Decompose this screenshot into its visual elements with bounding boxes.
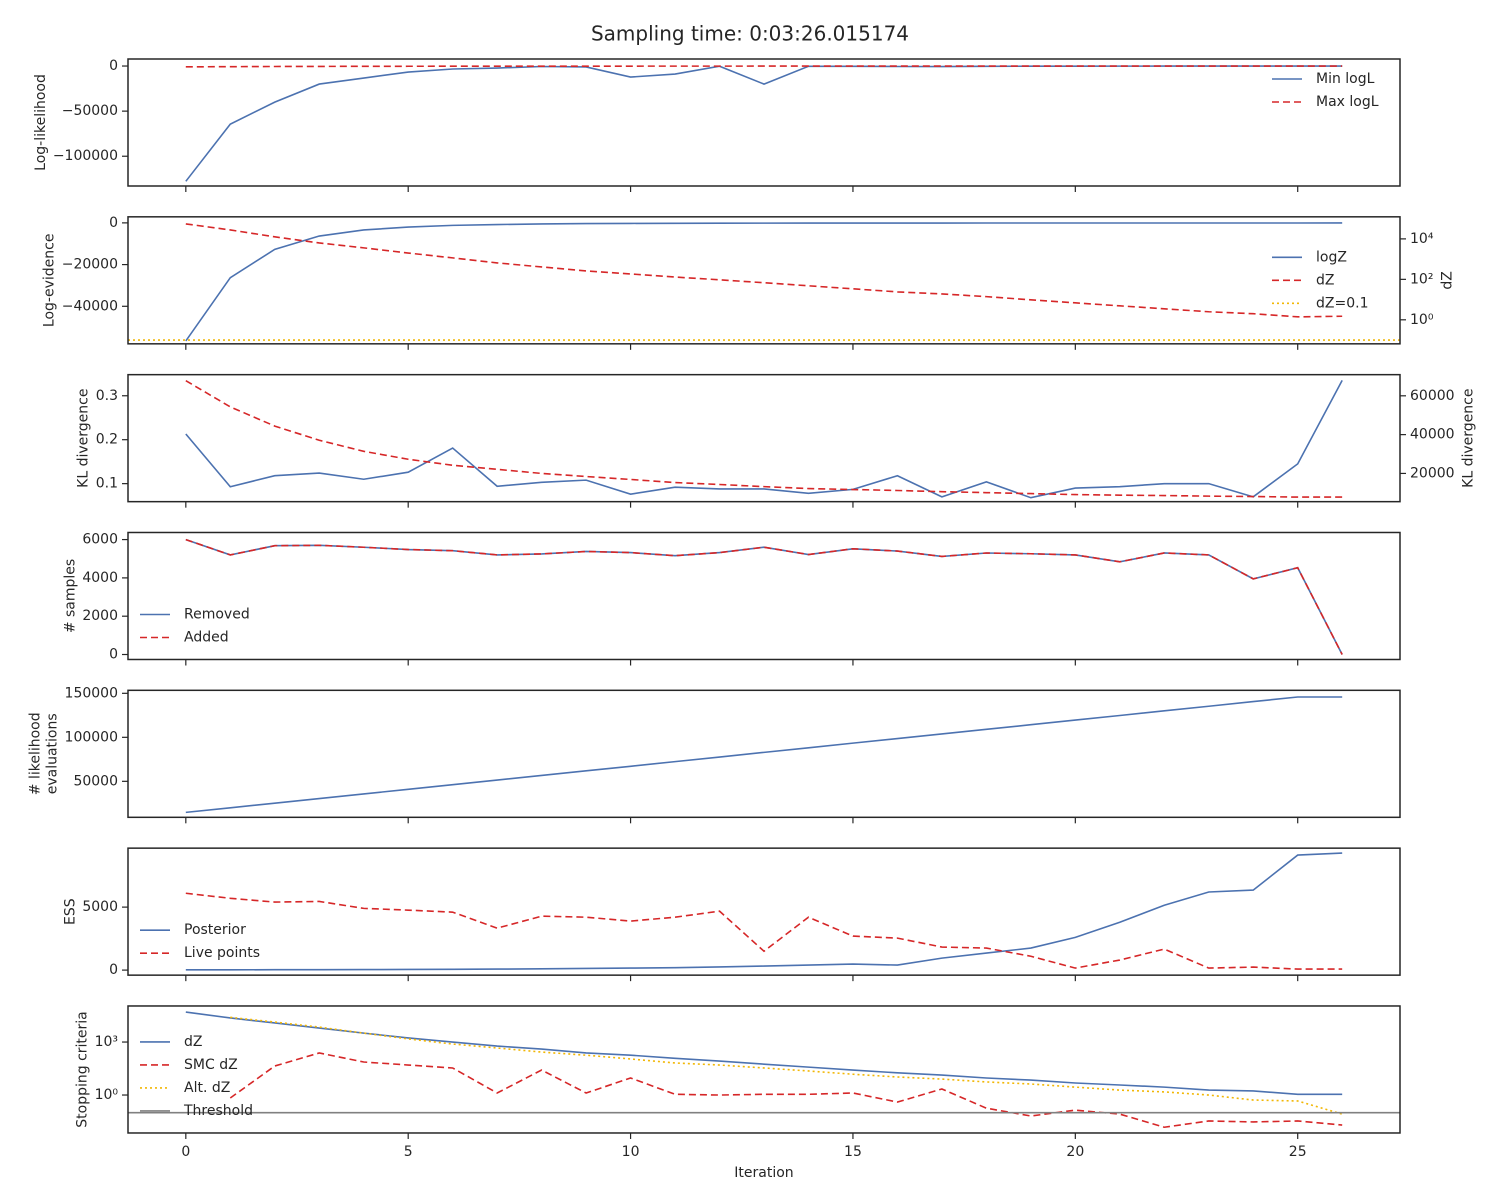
y-axis-label: Stopping criteria (75, 1011, 91, 1127)
axes-frame (127, 847, 1401, 976)
series-line (230, 1016, 1343, 1115)
x-axis-label: Iteration (734, 1165, 793, 1181)
y2-tick-label: 10² (1410, 271, 1433, 287)
axes-frame (127, 216, 1401, 345)
legend-label: Min logL (1316, 71, 1375, 87)
x-tick-label: 15 (844, 1144, 862, 1160)
series-line (185, 892, 1343, 970)
legend-label: dZ (184, 1034, 202, 1050)
y-tick-label: −20000 (62, 257, 118, 273)
plot-area (185, 696, 1343, 814)
y-tick-label: 0 (109, 58, 118, 74)
series-line (185, 379, 1343, 499)
legend-label: Added (184, 629, 229, 645)
legend-label: Posterior (184, 922, 246, 938)
y-axis-label: evaluations (45, 713, 61, 794)
y-tick-label: 5000 (82, 899, 118, 915)
plot-area (185, 65, 1343, 182)
y2-tick-label: 10⁰ (1410, 312, 1434, 328)
subplot: −100000 −50000 0 Log-likelihood Min logL Max … (33, 58, 1401, 192)
series-line (185, 538, 1343, 655)
y-tick-label: −50000 (62, 103, 118, 119)
y-axis-label: Log-evidence (42, 234, 58, 328)
y-tick-label: 50000 (73, 773, 118, 789)
y-tick-label: 10³ (95, 1034, 118, 1050)
y-axis-label: # likelihood (28, 712, 44, 795)
x-tick-label: 5 (404, 1144, 413, 1160)
legend-label: dZ (1316, 272, 1334, 288)
y-tick-label: 2000 (82, 608, 118, 624)
legend-label: Max logL (1316, 94, 1379, 110)
plot-area (185, 538, 1343, 655)
legend-label: Threshold (183, 1103, 253, 1119)
y-tick-label: 6000 (82, 532, 118, 548)
y-axis-label: ESS (62, 898, 78, 925)
y2-tick-label: 40000 (1410, 427, 1455, 443)
y2-axis-label: KL divergence (1461, 389, 1477, 488)
y-tick-label: 0.1 (96, 476, 118, 492)
y-tick-label: 0.2 (96, 432, 118, 448)
x-tick-label: 10 (622, 1144, 640, 1160)
y-tick-label: 150000 (65, 685, 118, 701)
legend-label: Removed (184, 606, 250, 622)
y-axis-label: # samples (62, 559, 78, 633)
x-tick-label: 25 (1289, 1144, 1307, 1160)
plot-area (185, 852, 1343, 971)
y2-tick-label: 20000 (1410, 465, 1455, 481)
series-line (185, 852, 1343, 971)
series-line (185, 696, 1343, 814)
y2-tick-label: 10⁴ (1410, 231, 1434, 247)
y-tick-label: −40000 (62, 298, 118, 314)
x-tick-label: 20 (1066, 1144, 1084, 1160)
y-axis-label: KL divergence (76, 389, 92, 488)
y-tick-label: −100000 (53, 148, 118, 164)
legend-label: Alt. dZ (184, 1080, 230, 1096)
y-tick-label: 0 (109, 215, 118, 231)
plot-area (128, 222, 1400, 342)
y2-tick-label: 60000 (1410, 388, 1455, 404)
plot-area (128, 1011, 1400, 1129)
x-tick-label: 0 (181, 1144, 190, 1160)
axes-frame (127, 689, 1401, 819)
y2-axis-label: dZ (1439, 271, 1455, 289)
series-line (229, 1052, 1343, 1129)
y-axis-label: Log-likelihood (33, 74, 49, 171)
y-tick-label: 10⁰ (95, 1087, 119, 1103)
figure-title: Sampling time: 0:03:26.015174 (591, 22, 909, 46)
series-line (185, 222, 1343, 342)
y-tick-label: 100000 (65, 729, 118, 745)
y-tick-label: 0 (109, 647, 118, 663)
y-tick-label: 4000 (82, 570, 118, 586)
axes-frame (127, 373, 1401, 503)
plot-area (185, 379, 1343, 499)
axes-frame (127, 1005, 1401, 1134)
subplot: 50000 100000 150000 # likelihood evaluations (28, 685, 1401, 824)
series-line (185, 65, 1343, 68)
legend-label: logZ (1316, 249, 1347, 265)
legend-label: Live points (184, 945, 260, 961)
legend-label: dZ=0.1 (1316, 295, 1368, 311)
y-tick-label: 0.3 (96, 388, 118, 404)
axes-frame (127, 531, 1401, 661)
series-line (185, 1011, 1343, 1096)
subplot: −40000 −20000 0 Log-evidence 10⁰ 10² 10⁴ dZ logZ… (42, 215, 1455, 350)
series-line (185, 379, 1343, 498)
y-tick-label: 0 (109, 962, 118, 978)
subplot: 0 2000 4000 6000# samples Removed Added (62, 531, 1401, 666)
axes-frame (127, 58, 1401, 187)
legend-label: SMC dZ (184, 1057, 238, 1073)
